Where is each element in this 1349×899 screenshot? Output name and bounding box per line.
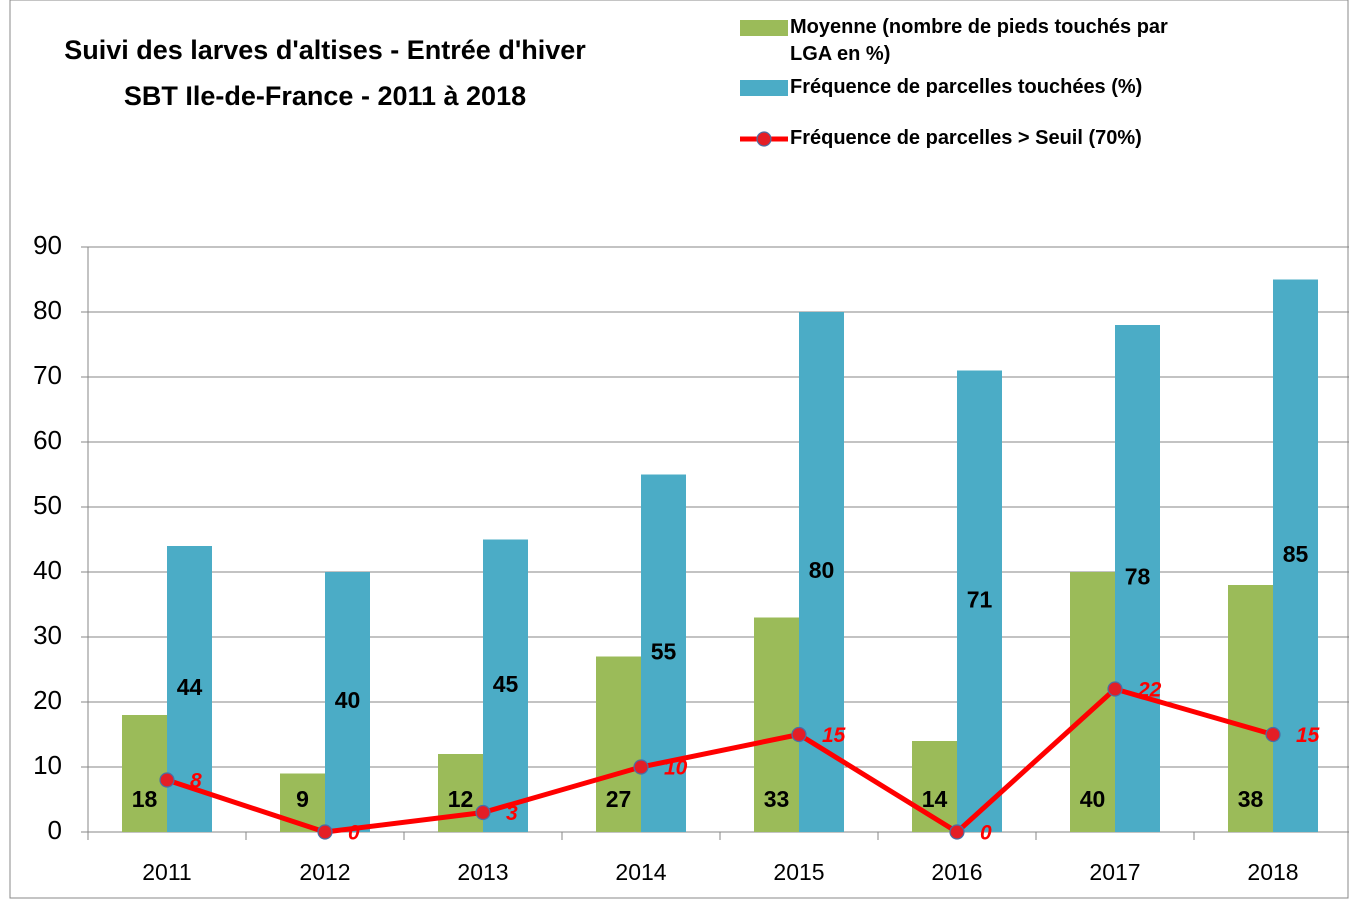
y-tick-label: 50 [33,490,62,520]
y-tick-label: 10 [33,750,62,780]
data-label: 80 [809,557,835,583]
y-tick-label: 40 [33,555,62,585]
data-label: 78 [1125,564,1151,590]
data-label: 9 [296,786,309,812]
y-tick-label: 0 [48,815,62,845]
data-label: 0 [348,822,360,845]
y-tick-label: 90 [33,230,62,260]
line-marker [317,824,333,840]
chart-subtitle: SBT Ile-de-France - 2011 à 2018 [124,81,526,111]
bar [799,312,844,832]
legend-swatch [740,20,788,36]
legend-marker [756,131,772,147]
line-marker [1265,726,1281,743]
data-label: 3 [506,802,518,825]
y-tick-label: 60 [33,425,62,455]
bar [483,539,528,832]
legend-label: Fréquence de parcelles touchées (%) [790,76,1143,98]
data-label: 27 [606,786,632,812]
line-marker [475,804,491,821]
chart-title: Suivi des larves d'altises - Entrée d'hi… [64,35,586,65]
line-marker [633,759,649,775]
line [166,686,1274,835]
chart-border [9,0,1349,899]
bar [596,656,641,832]
x-tick-label: 2013 [457,859,508,885]
data-label: 44 [177,674,203,700]
data-label: 0 [980,822,992,845]
data-label: 40 [1080,786,1106,812]
data-label: 8 [190,770,202,793]
data-label: 38 [1238,786,1264,812]
bar [641,474,686,832]
line-marker [791,726,807,743]
legend-label: Moyenne (nombre de pieds touchés par LGA… [790,16,1168,65]
legend-item: Fréquence de parcelles touchées (%) [738,74,1348,101]
data-label: 22 [1137,679,1162,702]
legend-label: Fréquence de parcelles > Seuil (70%) [790,127,1142,149]
bar [754,617,799,832]
bar [122,715,167,832]
data-label: 10 [664,757,688,780]
bar [1228,585,1273,832]
x-tick-label: 2018 [1247,859,1298,885]
legend-key [740,131,788,147]
legend: Moyenne (nombre de pieds touchés par LGA… [738,14,1348,158]
data-label: 14 [922,786,948,812]
x-tick-label: 2014 [615,859,666,885]
data-label: 15 [1296,724,1320,747]
x-tick-label: 2012 [299,859,350,885]
data-label: 12 [448,786,474,812]
data-label: 55 [651,638,677,664]
legend-key [740,20,788,36]
data-label: 45 [493,671,519,697]
line-marker [949,824,965,840]
y-tick-label: 80 [33,295,62,325]
y-tick-label: 70 [33,360,62,390]
data-label: 85 [1283,541,1309,567]
data-label: 33 [764,786,790,812]
bar [1273,279,1318,832]
data-label: 71 [967,586,993,612]
x-tick-label: 2011 [142,859,191,885]
legend-item: Fréquence de parcelles > Seuil (70%) [738,125,1348,152]
line-marker [159,772,175,788]
y-tick-label: 20 [33,685,62,715]
bar [325,572,370,832]
bar [957,370,1002,832]
line-marker [1107,681,1123,697]
x-tick-label: 2015 [773,859,824,885]
legend-swatch [740,80,788,96]
data-label: 40 [335,687,361,713]
x-tick-label: 2017 [1089,859,1140,885]
x-tick-label: 2016 [931,859,982,885]
legend-key [740,80,788,96]
data-label: 15 [822,724,846,747]
bar [1070,572,1115,832]
bar [1115,325,1160,832]
y-tick-label: 30 [33,620,62,650]
legend-item: Moyenne (nombre de pieds touchés par LGA… [738,14,1348,68]
data-label: 18 [132,786,158,812]
